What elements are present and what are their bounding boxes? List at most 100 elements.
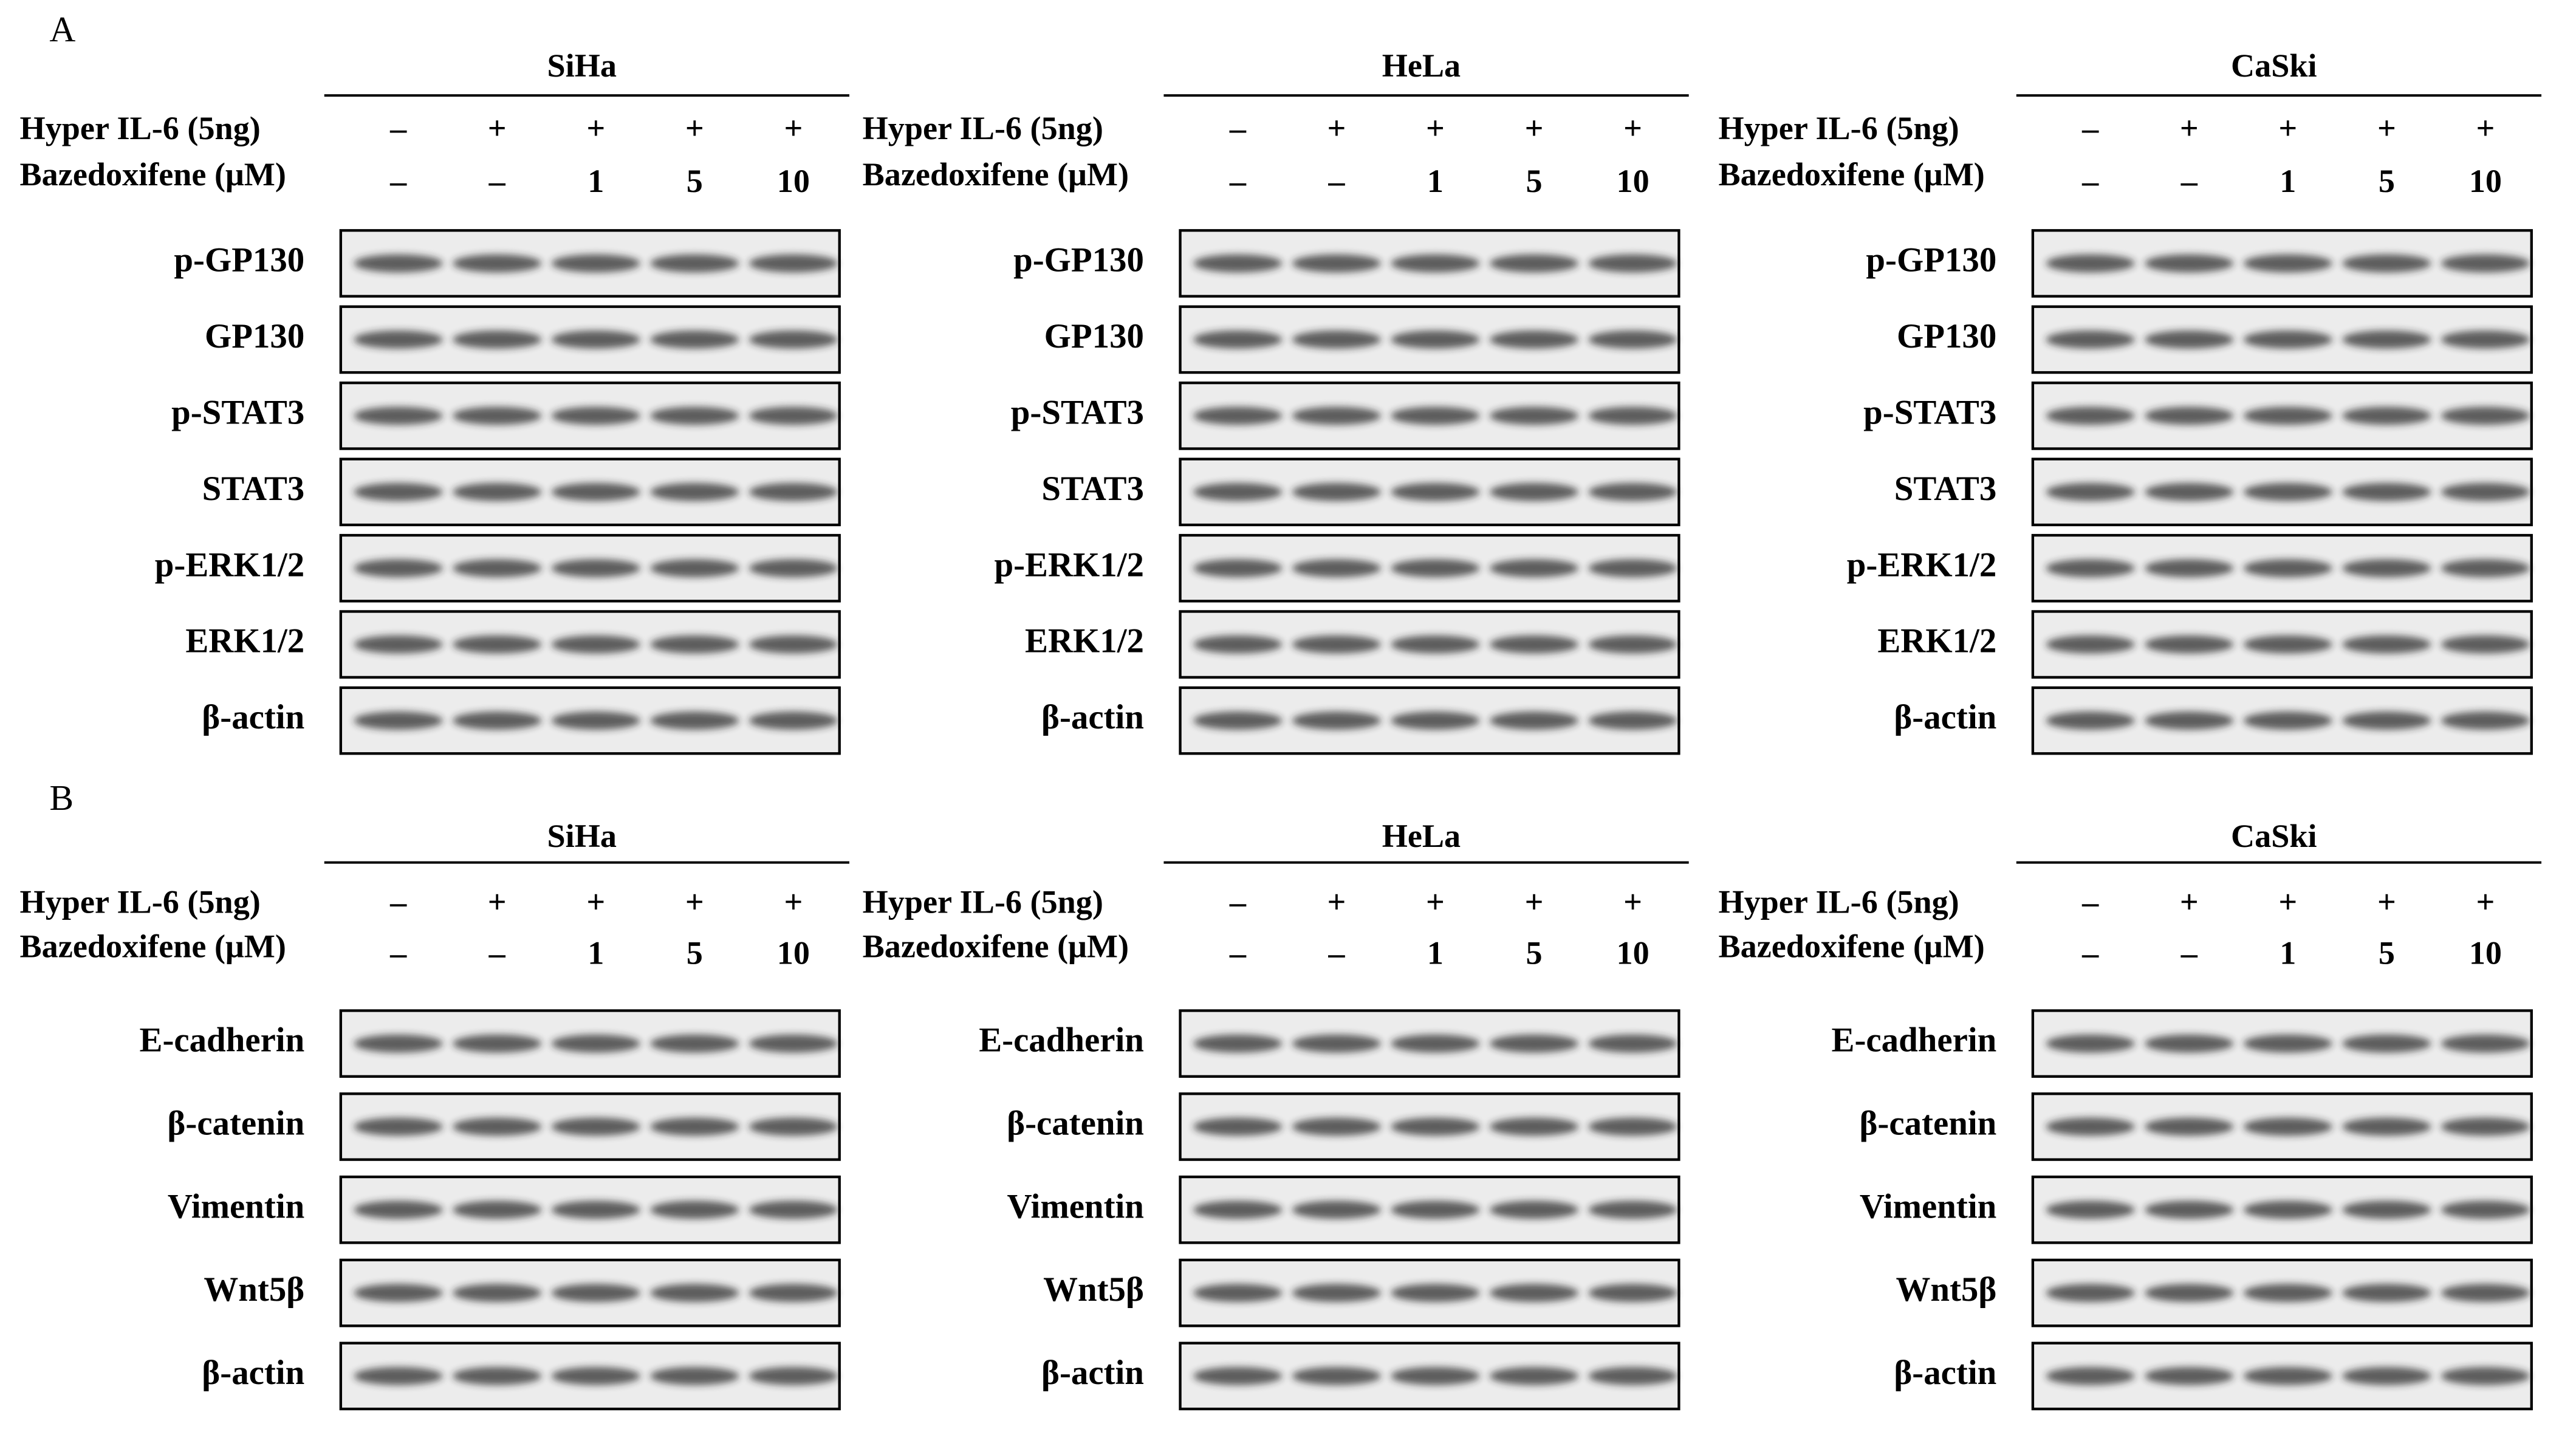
band [1292, 1117, 1382, 1136]
band [1193, 1284, 1283, 1302]
band [453, 1201, 542, 1219]
band [748, 331, 838, 349]
band [2441, 482, 2530, 501]
protein-label: GP130 [1897, 317, 1996, 355]
band [1292, 482, 1382, 501]
band [1489, 482, 1579, 501]
band [1292, 1034, 1382, 1053]
band [453, 635, 542, 654]
band [551, 406, 640, 425]
band [2441, 711, 2530, 730]
band [2342, 711, 2431, 730]
lane-value: 10 [777, 163, 810, 199]
treatment-label: Hyper IL-6 (5ng) [863, 110, 1103, 146]
band [2342, 1117, 2431, 1136]
band [1588, 1117, 1677, 1136]
band [1489, 1284, 1579, 1302]
protein-label: ERK1/2 [185, 622, 304, 660]
lane-value: + [586, 110, 605, 146]
band [1193, 406, 1283, 425]
treatment-label: Bazedoxifene (μM) [1718, 156, 1984, 193]
band [748, 1117, 838, 1136]
lane-value: 1 [587, 163, 604, 199]
band [2342, 1284, 2431, 1302]
protein-label: β-actin [202, 1354, 304, 1392]
band [453, 1284, 542, 1302]
band [2046, 1034, 2135, 1053]
band [2046, 1366, 2135, 1385]
band [748, 559, 838, 578]
treatment-label: Bazedoxifene (μM) [863, 156, 1129, 193]
band [1489, 635, 1579, 654]
lane-value: 5 [2379, 934, 2395, 971]
protein-label: p-ERK1/2 [1847, 546, 1997, 584]
band [650, 331, 739, 349]
band [2441, 1034, 2530, 1053]
lane-value: – [2081, 163, 2099, 199]
treatment-label: Bazedoxifene (μM) [20, 928, 286, 965]
protein-label: ERK1/2 [1877, 622, 1996, 660]
lane-value: + [2180, 110, 2199, 146]
band [551, 482, 640, 501]
band [551, 1284, 640, 1302]
cell-line-title: CaSki [2231, 47, 2317, 84]
band [1193, 1366, 1283, 1385]
band [354, 1366, 443, 1385]
band [2243, 1201, 2332, 1219]
band [2046, 331, 2135, 349]
band [453, 559, 542, 578]
band [1391, 254, 1480, 273]
band [453, 482, 542, 501]
band [2145, 711, 2234, 730]
lane-value: + [1623, 883, 1642, 920]
band [2145, 1284, 2234, 1302]
band [650, 1201, 739, 1219]
lane-value: + [1327, 883, 1346, 920]
lane-value: 1 [587, 934, 604, 971]
band [551, 559, 640, 578]
lane-value: + [488, 110, 507, 146]
band [2342, 1366, 2431, 1385]
lane-value: 5 [2379, 163, 2395, 199]
band [748, 482, 838, 501]
band [2145, 254, 2234, 273]
band [2145, 482, 2234, 501]
band [354, 1284, 443, 1302]
band [1193, 1201, 1283, 1219]
band [2145, 406, 2234, 425]
band [1489, 1201, 1579, 1219]
band [650, 1034, 739, 1053]
band [2046, 406, 2135, 425]
band [1292, 406, 1382, 425]
lane-value: + [784, 883, 803, 920]
protein-label: p-ERK1/2 [994, 546, 1144, 584]
band [1588, 1034, 1677, 1053]
band [1391, 406, 1480, 425]
band [1489, 1034, 1579, 1053]
band [1489, 1366, 1579, 1385]
band [1588, 254, 1677, 273]
lane-value: + [685, 883, 704, 920]
band [1391, 1284, 1480, 1302]
band [2441, 1366, 2530, 1385]
lane-value: – [488, 163, 506, 199]
band [1193, 331, 1283, 349]
band [1391, 559, 1480, 578]
cell-line-title: HeLa [1382, 818, 1461, 854]
band [1292, 254, 1382, 273]
band [748, 254, 838, 273]
band [2243, 254, 2332, 273]
band [453, 331, 542, 349]
band [2145, 1034, 2234, 1053]
band [1193, 559, 1283, 578]
protein-label: GP130 [1044, 317, 1144, 355]
protein-label: Wnt5β [1896, 1270, 1996, 1309]
band [2243, 1034, 2332, 1053]
protein-label: p-GP130 [1013, 241, 1144, 279]
band [1193, 711, 1283, 730]
band [2145, 559, 2234, 578]
band [2342, 331, 2431, 349]
lane-value: 1 [2280, 163, 2296, 199]
